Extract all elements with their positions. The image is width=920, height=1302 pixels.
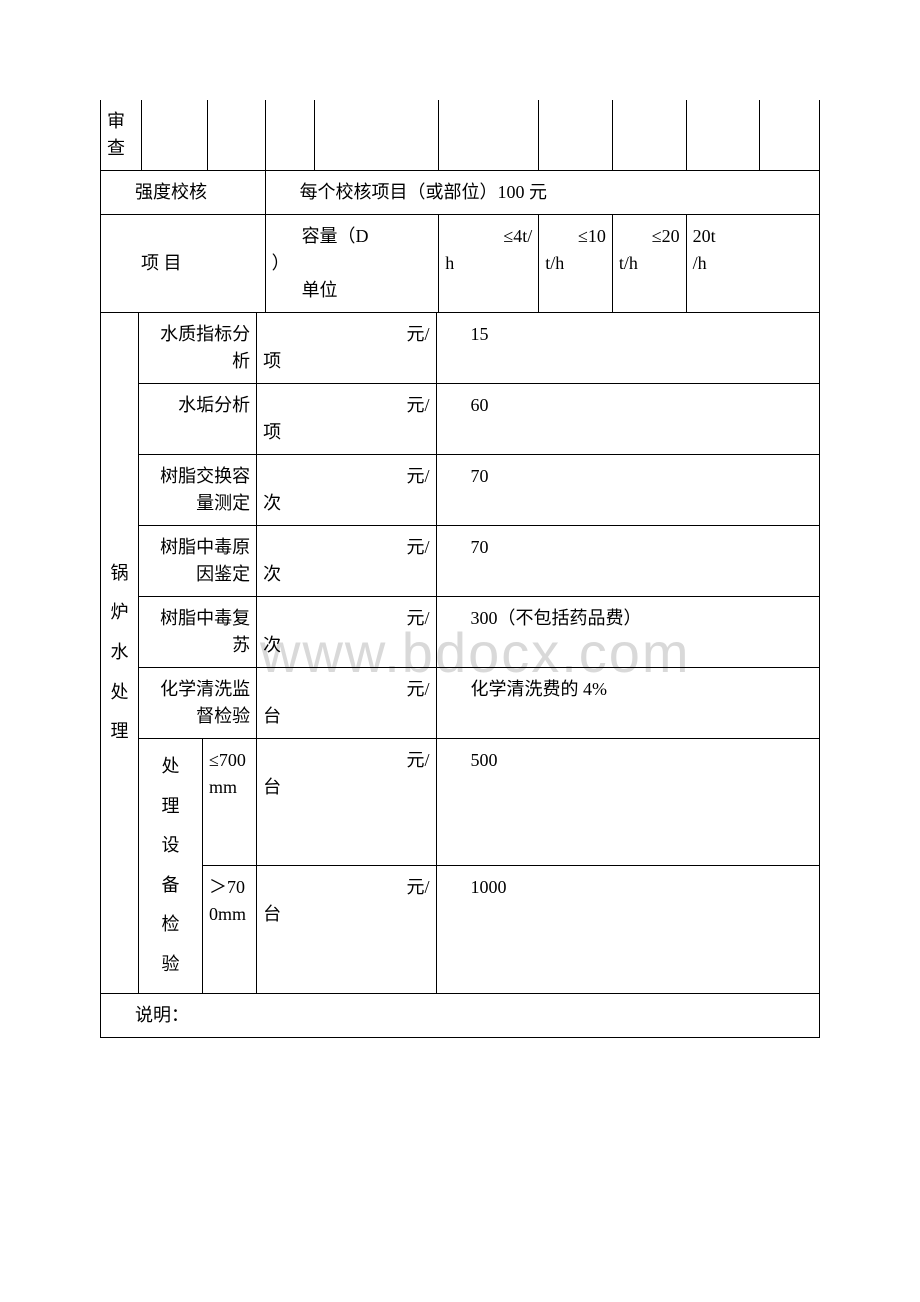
cell-r8-unit: 元/ 次 — [257, 597, 436, 668]
cell-empty — [686, 100, 760, 171]
main-table: 审查 强度校核 每个校核项目（或部位）100 元 项 目容量（D）单位≤4t/h… — [100, 100, 820, 313]
row-footer: 说明： — [101, 993, 820, 1037]
row-resin-poison-cause: 树脂中毒原因鉴定 元/ 次 70 — [101, 526, 820, 597]
cell-r4-label: 水质指标分析 — [139, 313, 257, 384]
cell-r4-val: 15 — [436, 313, 820, 384]
eq-l6: 验 — [145, 945, 196, 985]
cell-h2: ≤10t/h — [539, 215, 613, 313]
cell-empty — [208, 100, 266, 171]
r9-unit-b: 台 — [263, 706, 281, 726]
eq-l5: 检 — [145, 905, 196, 945]
sec-l5: 理 — [107, 712, 132, 752]
cell-r6-unit: 元/ 次 — [257, 455, 436, 526]
cell-h3: ≤20t/h — [612, 215, 686, 313]
cell-empty — [315, 100, 439, 171]
cell-r11-label: ＞700mm — [203, 866, 257, 993]
eq-l2: 理 — [145, 787, 196, 827]
r11-unit-a: 元/ — [406, 874, 429, 901]
cell-r9-val: 化学清洗费的 4% — [436, 668, 820, 739]
cell-empty — [142, 100, 208, 171]
cell-capacity: 容量（D）单位 — [265, 215, 439, 313]
cell-r9-label: 化学清洗监督检验 — [139, 668, 257, 739]
cell-xiangmu: 项 目 — [101, 215, 266, 313]
r8-unit-a: 元/ — [406, 605, 429, 632]
r6-unit-a: 元/ — [406, 463, 429, 490]
r6-unit-b: 次 — [263, 493, 281, 513]
row-qiangdu: 强度校核 每个校核项目（或部位）100 元 — [101, 171, 820, 215]
cell-r4-unit: 元/ 项 — [257, 313, 436, 384]
row-shencha: 审查 — [101, 100, 820, 171]
r10-unit-b: 台 — [263, 777, 281, 797]
cell-r9-unit: 元/ 台 — [257, 668, 436, 739]
eq-l4: 备 — [145, 866, 196, 906]
cell-footer: 说明： — [101, 993, 820, 1037]
sec-l3: 水 — [107, 633, 132, 673]
row-resin-capacity: 树脂交换容量测定 元/ 次 70 — [101, 455, 820, 526]
cell-r8-label: 树脂中毒复苏 — [139, 597, 257, 668]
row-scale-analysis: 水垢分析 元/ 项 60 — [101, 384, 820, 455]
cell-empty — [539, 100, 613, 171]
cell-empty — [265, 100, 314, 171]
r9-unit-a: 元/ — [406, 676, 429, 703]
eq-l1: 处 — [145, 747, 196, 787]
cell-qiangdu-label: 强度校核 — [101, 171, 266, 215]
cell-r11-unit: 元/ 台 — [257, 866, 436, 993]
eq-l3: 设 — [145, 826, 196, 866]
cell-shencha: 审查 — [101, 100, 142, 171]
cell-empty — [439, 100, 539, 171]
row-resin-recovery: 树脂中毒复苏 元/ 次 300（不包括药品费） — [101, 597, 820, 668]
cell-r7-label: 树脂中毒原因鉴定 — [139, 526, 257, 597]
cell-r5-unit: 元/ 项 — [257, 384, 436, 455]
main-table-body: 锅 炉 水 处 理 水质指标分析 元/ 项 15 水垢分析 元/ 项 60 树 — [100, 312, 820, 1038]
cell-r6-val: 70 — [436, 455, 820, 526]
cell-r5-val: 60 — [436, 384, 820, 455]
cell-r5-label: 水垢分析 — [139, 384, 257, 455]
r8-unit-b: 次 — [263, 635, 281, 655]
cell-r6-label: 树脂交换容量测定 — [139, 455, 257, 526]
sec-l2: 炉 — [107, 593, 132, 633]
r5-unit-b: 项 — [263, 422, 281, 442]
cell-section-label: 锅 炉 水 处 理 — [101, 313, 139, 994]
r4-unit-b: 项 — [263, 351, 281, 371]
cell-empty — [760, 100, 820, 171]
row-equip-le700: 处 理 设 备 检 验 ≤700mm 元/ 台 500 — [101, 739, 820, 866]
cell-empty — [612, 100, 686, 171]
row-header: 项 目容量（D）单位≤4t/h≤10t/h≤20t/h20t/h — [101, 215, 820, 313]
cell-equip-label: 处 理 设 备 检 验 — [139, 739, 203, 994]
r5-unit-a: 元/ — [406, 392, 429, 419]
sec-l1: 锅 — [107, 554, 132, 594]
r7-unit-a: 元/ — [406, 534, 429, 561]
cell-qiangdu-value: 每个校核项目（或部位）100 元 — [265, 171, 819, 215]
r11-unit-b: 台 — [263, 904, 281, 924]
r7-unit-b: 次 — [263, 564, 281, 584]
cell-h1: ≤4t/h — [439, 215, 539, 313]
cell-r11-val: 1000 — [436, 866, 820, 993]
cell-h4: 20t/h — [686, 215, 819, 313]
cell-r10-label: ≤700mm — [203, 739, 257, 866]
cell-r7-unit: 元/ 次 — [257, 526, 436, 597]
r4-unit-a: 元/ — [406, 321, 429, 348]
cell-r8-val: 300（不包括药品费） — [436, 597, 820, 668]
cell-r7-val: 70 — [436, 526, 820, 597]
r10-unit-a: 元/ — [406, 747, 429, 774]
cell-r10-unit: 元/ 台 — [257, 739, 436, 866]
cell-r10-val: 500 — [436, 739, 820, 866]
row-chem-clean-supervise: 化学清洗监督检验 元/ 台 化学清洗费的 4% — [101, 668, 820, 739]
sec-l4: 处 — [107, 673, 132, 713]
row-equip-gt700: ＞700mm 元/ 台 1000 — [101, 866, 820, 993]
row-water-quality: 锅 炉 水 处 理 水质指标分析 元/ 项 15 — [101, 313, 820, 384]
